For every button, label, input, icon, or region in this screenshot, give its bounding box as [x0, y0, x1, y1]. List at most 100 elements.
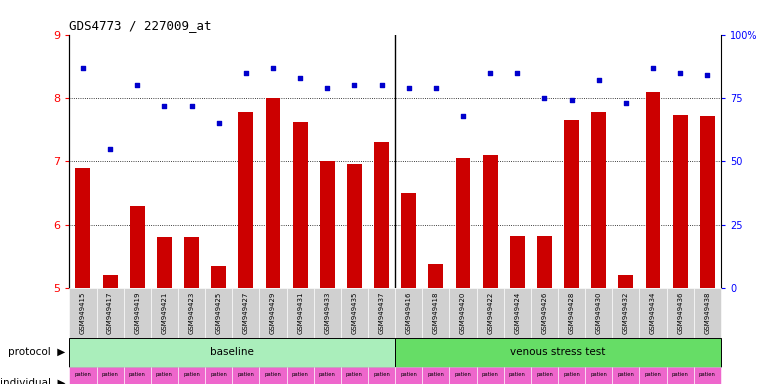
FancyBboxPatch shape — [314, 288, 341, 338]
Point — [511, 70, 524, 76]
FancyBboxPatch shape — [205, 367, 232, 384]
Text: GSM949438: GSM949438 — [705, 292, 710, 334]
FancyBboxPatch shape — [503, 288, 531, 338]
Text: GSM949431: GSM949431 — [297, 292, 303, 334]
FancyBboxPatch shape — [694, 367, 721, 384]
Text: patien: patien — [319, 372, 335, 377]
Text: GSM949428: GSM949428 — [568, 292, 574, 334]
FancyBboxPatch shape — [639, 367, 667, 384]
Text: GSM949415: GSM949415 — [80, 292, 86, 334]
FancyBboxPatch shape — [395, 338, 721, 367]
Bar — [76, 167, 90, 288]
Point — [620, 100, 632, 106]
Text: GSM949418: GSM949418 — [433, 292, 439, 334]
Text: GSM949424: GSM949424 — [514, 292, 520, 334]
FancyBboxPatch shape — [232, 367, 259, 384]
Text: GSM949435: GSM949435 — [352, 292, 358, 334]
Point — [158, 103, 170, 109]
Text: GSM949432: GSM949432 — [623, 292, 629, 334]
Text: patien: patien — [427, 372, 444, 377]
Text: GDS4773 / 227009_at: GDS4773 / 227009_at — [69, 19, 212, 32]
Point — [647, 65, 659, 71]
Text: GSM949434: GSM949434 — [650, 292, 656, 334]
Point — [402, 85, 415, 91]
Text: GSM949416: GSM949416 — [406, 292, 412, 334]
FancyBboxPatch shape — [151, 288, 178, 338]
FancyBboxPatch shape — [368, 367, 395, 384]
Bar — [238, 112, 254, 288]
Bar — [265, 98, 281, 288]
FancyBboxPatch shape — [531, 367, 558, 384]
FancyBboxPatch shape — [423, 288, 449, 338]
FancyBboxPatch shape — [612, 367, 639, 384]
Bar — [320, 161, 335, 288]
Point — [240, 70, 252, 76]
Text: GSM949426: GSM949426 — [541, 292, 547, 334]
FancyBboxPatch shape — [259, 288, 287, 338]
FancyBboxPatch shape — [531, 288, 558, 338]
Text: venous stress test: venous stress test — [510, 347, 606, 358]
Bar — [347, 164, 362, 288]
FancyBboxPatch shape — [558, 288, 585, 338]
Text: patien: patien — [75, 372, 92, 377]
Text: patien: patien — [645, 372, 662, 377]
Point — [538, 95, 550, 101]
FancyBboxPatch shape — [259, 367, 287, 384]
Bar — [401, 193, 416, 288]
FancyBboxPatch shape — [178, 288, 205, 338]
Bar — [130, 206, 145, 288]
Point — [565, 98, 577, 104]
Point — [294, 74, 306, 81]
FancyBboxPatch shape — [341, 367, 368, 384]
Bar — [374, 142, 389, 288]
Point — [267, 65, 279, 71]
Bar — [591, 112, 606, 288]
Text: patien: patien — [536, 372, 553, 377]
Text: GSM949421: GSM949421 — [161, 292, 167, 334]
Text: patien: patien — [102, 372, 119, 377]
FancyBboxPatch shape — [96, 288, 123, 338]
FancyBboxPatch shape — [639, 288, 667, 338]
FancyBboxPatch shape — [123, 288, 151, 338]
Text: GSM949425: GSM949425 — [216, 292, 222, 334]
FancyBboxPatch shape — [667, 288, 694, 338]
Text: GSM949420: GSM949420 — [460, 292, 466, 334]
Text: GSM949417: GSM949417 — [107, 292, 113, 334]
FancyBboxPatch shape — [585, 367, 612, 384]
FancyBboxPatch shape — [151, 367, 178, 384]
Text: patien: patien — [156, 372, 173, 377]
FancyBboxPatch shape — [395, 288, 423, 338]
Bar — [211, 266, 226, 288]
Bar — [673, 115, 688, 288]
Point — [185, 103, 197, 109]
Point — [321, 85, 333, 91]
Text: GSM949433: GSM949433 — [325, 292, 330, 334]
Text: individual  ▶: individual ▶ — [0, 378, 66, 384]
FancyBboxPatch shape — [232, 288, 259, 338]
FancyBboxPatch shape — [69, 338, 395, 367]
FancyBboxPatch shape — [503, 367, 531, 384]
Point — [104, 146, 116, 152]
FancyBboxPatch shape — [368, 288, 395, 338]
FancyBboxPatch shape — [449, 367, 476, 384]
Bar — [103, 275, 117, 288]
Text: patien: patien — [400, 372, 417, 377]
FancyBboxPatch shape — [423, 367, 449, 384]
Bar — [429, 264, 443, 288]
FancyBboxPatch shape — [476, 288, 503, 338]
Text: patien: patien — [237, 372, 254, 377]
FancyBboxPatch shape — [341, 288, 368, 338]
FancyBboxPatch shape — [558, 367, 585, 384]
Text: patien: patien — [455, 372, 471, 377]
Text: patien: patien — [591, 372, 608, 377]
Point — [131, 82, 143, 88]
Text: patien: patien — [563, 372, 580, 377]
FancyBboxPatch shape — [694, 288, 721, 338]
Point — [213, 120, 225, 126]
Point — [701, 72, 713, 78]
Bar — [564, 120, 579, 288]
Text: patien: patien — [264, 372, 281, 377]
Point — [593, 77, 605, 83]
Text: GSM949430: GSM949430 — [596, 292, 601, 334]
Point — [77, 65, 89, 71]
